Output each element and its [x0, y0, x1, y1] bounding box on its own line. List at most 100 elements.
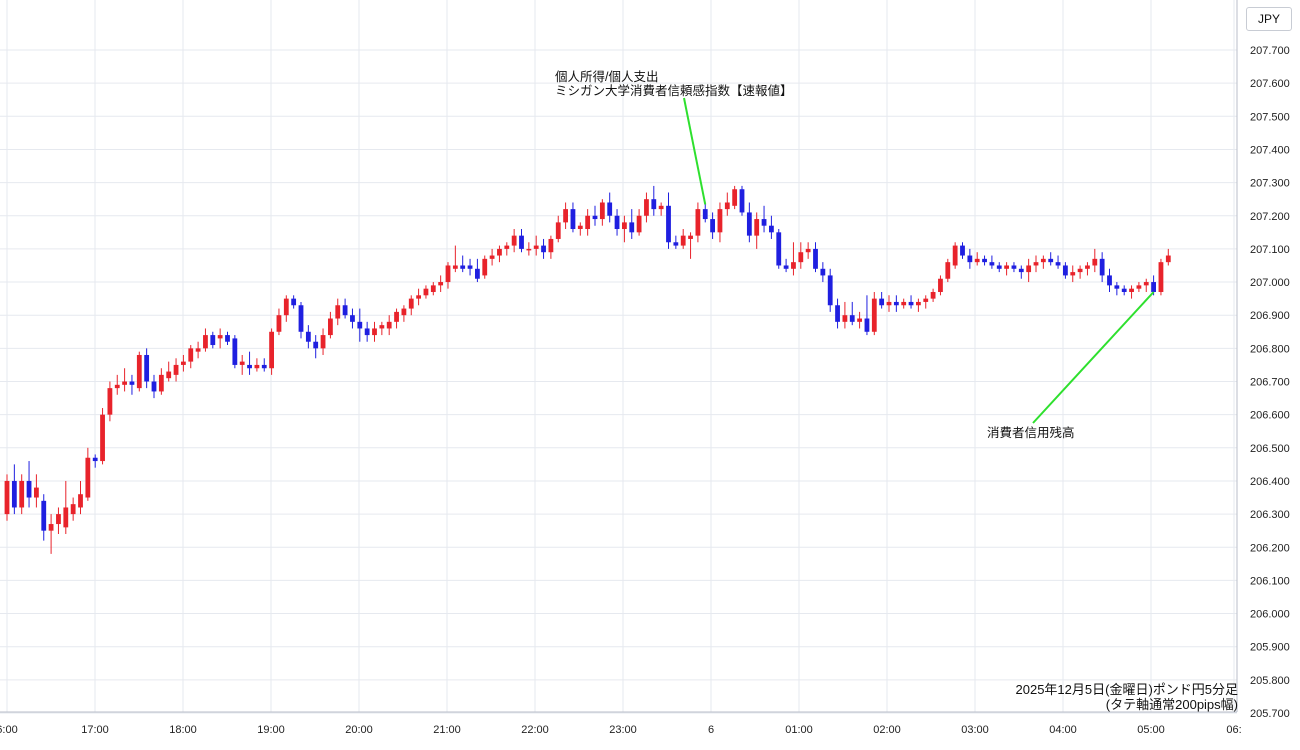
candle-body	[585, 215, 591, 230]
candle-body	[328, 318, 333, 336]
candle-body	[827, 275, 833, 306]
chart-subtitle: (タテ軸通常200pips幅)	[1105, 697, 1238, 712]
candle-body	[475, 268, 480, 279]
candle-body	[622, 222, 627, 230]
candle-body	[592, 215, 598, 220]
candle-body	[217, 335, 223, 339]
candle-body	[1048, 258, 1054, 263]
candle-body	[416, 295, 421, 299]
x-tick-label: 20:00	[345, 724, 373, 736]
candle-body	[842, 315, 848, 322]
candle-body	[614, 215, 620, 230]
candle-body	[92, 457, 98, 462]
candle-body	[48, 524, 54, 531]
chart-title: 2025年12月5日(金曜日)ポンド円5分足	[1015, 682, 1239, 697]
y-tick-label: 207.600	[1250, 78, 1290, 90]
annotation-us-income-sentiment: 個人所得/個人支出 ミシガン大学消費者信頼感指数【速報値】	[555, 70, 793, 98]
annotation-line: 個人所得/個人支出	[555, 70, 659, 84]
candle-body	[372, 328, 377, 336]
candle-body	[313, 341, 319, 349]
candle-body	[181, 361, 186, 365]
candle-body	[798, 252, 804, 263]
annotation-arrow	[683, 97, 707, 205]
candle-body	[1018, 268, 1024, 273]
candle-body	[776, 232, 782, 266]
annotation-line: ミシガン大学消費者信頼感指数【速報値】	[555, 84, 793, 98]
candle-body	[563, 209, 568, 223]
x-tick-label: 17:00	[81, 724, 109, 736]
x-tick-label: 23:00	[609, 724, 637, 736]
candle-body	[41, 500, 47, 531]
candle-body	[188, 348, 194, 362]
candle-body	[203, 335, 208, 349]
candle-body	[960, 245, 965, 256]
candle-body	[519, 235, 524, 249]
candle-body	[938, 278, 943, 292]
candle-body	[871, 298, 877, 332]
x-tick-label: 21:00	[433, 724, 461, 736]
candle-body	[923, 298, 929, 302]
y-tick-label: 205.700	[1250, 708, 1290, 720]
candle-body	[144, 354, 150, 382]
x-tick-label: 22:00	[521, 724, 549, 736]
candle-body	[548, 238, 554, 253]
candle-body	[879, 298, 885, 306]
candle-body	[724, 202, 730, 210]
candle-body	[401, 308, 407, 316]
y-tick-label: 207.700	[1250, 45, 1290, 57]
x-tick-label: 02:00	[873, 724, 901, 736]
candle-body	[607, 202, 613, 216]
candle-body	[732, 189, 738, 206]
candle-body	[996, 265, 1002, 269]
candle-body	[893, 301, 899, 306]
candle-body	[1092, 258, 1098, 266]
candle-body	[908, 301, 914, 306]
candle-body	[989, 262, 995, 266]
y-tick-label: 205.800	[1250, 675, 1290, 687]
candle-body	[813, 248, 818, 269]
candle-body	[702, 209, 708, 220]
candle-body	[511, 235, 517, 246]
candle-body	[805, 248, 811, 253]
candle-body	[1099, 258, 1105, 276]
y-tick-label: 205.900	[1250, 642, 1290, 654]
candle-body	[342, 305, 348, 316]
x-tick-label: 05:00	[1137, 724, 1165, 736]
candle-body	[1158, 262, 1164, 292]
candle-body	[85, 457, 91, 498]
candle-body	[1011, 265, 1017, 269]
candle-body	[445, 265, 451, 283]
candle-body	[820, 268, 826, 276]
y-tick-label: 207.500	[1250, 111, 1290, 123]
candle-body	[835, 305, 840, 322]
candle-body	[1129, 288, 1134, 292]
candle-body	[695, 209, 701, 236]
candle-body	[945, 262, 951, 279]
candle-body	[100, 414, 105, 462]
candle-body	[1004, 265, 1009, 269]
candle-body	[717, 209, 723, 233]
candle-body	[504, 245, 510, 249]
candle-body	[710, 219, 715, 233]
candle-body	[122, 381, 127, 385]
candle-body	[555, 222, 561, 239]
candle-body	[19, 480, 25, 508]
candle-body	[4, 480, 10, 515]
candle-body	[769, 225, 774, 233]
y-tick-label: 207.300	[1250, 178, 1290, 190]
candle-body	[1070, 272, 1076, 276]
candle-body	[394, 311, 399, 322]
x-tick-label: 6	[708, 724, 714, 736]
candle-body	[952, 245, 958, 266]
candle-body	[673, 242, 679, 246]
candle-body	[107, 388, 113, 415]
y-tick-label: 206.400	[1250, 476, 1290, 488]
candle-body	[1026, 265, 1032, 273]
candle-body	[1114, 285, 1120, 289]
candle-body	[541, 245, 546, 253]
currency-label[interactable]: JPY	[1246, 7, 1292, 31]
candle-body	[930, 291, 936, 299]
candle-body	[658, 205, 664, 210]
candle-body	[886, 301, 892, 306]
